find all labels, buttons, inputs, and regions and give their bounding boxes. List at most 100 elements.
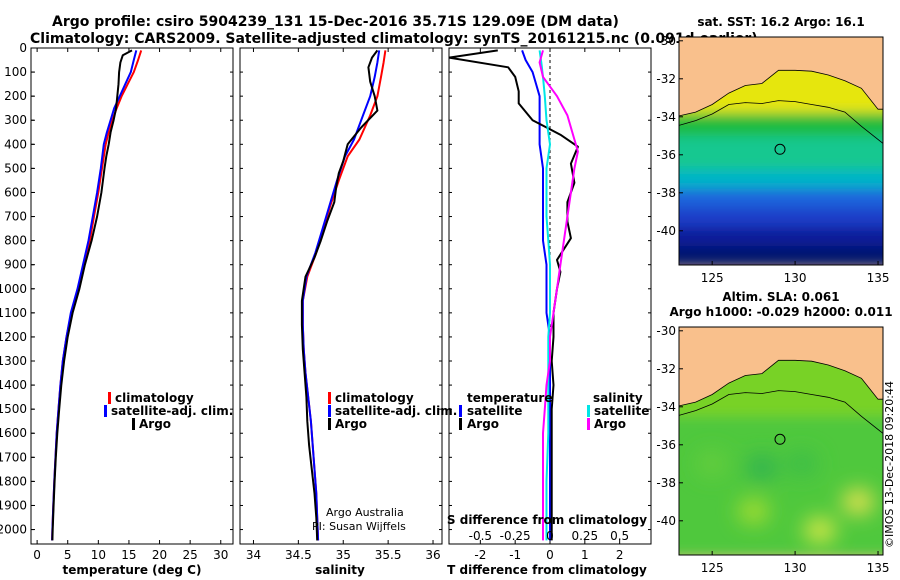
map-y-tick-label: -40 [656, 224, 676, 238]
figure-subtitle: Climatology: CARS2009. Satellite-adjuste… [30, 31, 758, 47]
salinity-difference-ticks: -0.5 -0.25 0 0.25 0.5 [469, 529, 630, 543]
series-line-argo [300, 49, 379, 541]
sla-shelf-contour [679, 390, 883, 434]
x-tick-label: 35 [336, 548, 351, 562]
sst-shelf-contour [679, 100, 883, 144]
legend-argo: Argo [139, 417, 171, 431]
sst-map: sat. SST: 16.2 Argo: 16.1 125 130 135 -30 -3… [656, 15, 889, 285]
map-x-tick-label: 130 [784, 561, 807, 575]
legend-satellite-adj: satellite-adj. clim. [111, 404, 233, 418]
series-line-t-satellite [521, 50, 551, 541]
x-tick-label: 1 [581, 548, 589, 562]
map-y-tick-label: -34 [656, 400, 676, 414]
x2-tick-label: 0 [546, 529, 554, 543]
depth-tick-label: 100 [4, 65, 27, 79]
temperature-plot-frame [30, 47, 234, 545]
depth-tick-label: 1200 [0, 330, 27, 344]
legend-climatology: climatology [115, 391, 194, 405]
sla-map-ticks: 125 130 135 -30 -32 -34 -36 -38 -40 [656, 324, 889, 575]
field-band [679, 113, 883, 138]
sla-map-title: Altim. SLA: 0.061 [722, 290, 839, 304]
map-y-tick-label: -38 [656, 476, 676, 490]
map-y-tick-label: -40 [656, 514, 676, 528]
x-tick-label: 34.5 [285, 548, 312, 562]
sst-coastline [679, 37, 883, 117]
field-blob [785, 450, 818, 477]
figure-title: Argo profile: csiro 5904239_131 15-Dec-2… [52, 14, 619, 30]
legend-swatch-s-satellite [587, 405, 590, 417]
temperature-xlabel: temperature (deg C) [63, 563, 202, 577]
s-difference-label: S difference from climatology [447, 513, 647, 527]
map-x-tick-label: 125 [701, 271, 724, 285]
legend-temperature-title: temperature [467, 391, 552, 405]
series-line-satellite-adj-clim- [301, 50, 381, 541]
map-y-tick-label: -36 [656, 438, 676, 452]
legend-t-satellite: satellite [467, 404, 522, 418]
legend-climatology: climatology [335, 391, 414, 405]
x2-tick-label: 0.5 [610, 529, 629, 543]
x-tick-label: 5 [64, 548, 72, 562]
credit-argo-australia: Argo Australia [326, 506, 404, 519]
x2-tick-label: -0.5 [469, 529, 492, 543]
salinity-xlabel: salinity [315, 563, 365, 577]
salinity-lines [300, 49, 387, 541]
legend-swatch-t-argo [459, 418, 462, 430]
map-y-tick-label: -30 [656, 324, 676, 338]
x-tick-label: -1 [509, 548, 521, 562]
imos-credit: ©IMOS 13-Dec-2018 09:20:44 [883, 381, 896, 548]
legend-swatch-t-satellite [459, 405, 462, 417]
map-y-tick-label: -32 [656, 362, 676, 376]
map-y-tick-label: -38 [656, 186, 676, 200]
depth-tick-label: 1700 [0, 450, 27, 464]
depth-tick-label: 1300 [0, 354, 27, 368]
difference-legend: temperature satellite Argo salinity sate… [459, 391, 649, 431]
map-x-tick-label: 130 [784, 271, 807, 285]
x-tick-label: 15 [121, 548, 136, 562]
x-tick-label: 10 [91, 548, 106, 562]
depth-tick-label: 1100 [0, 306, 27, 320]
series-line-t-argo [449, 49, 579, 541]
depth-tick-label: 400 [4, 137, 27, 151]
depth-tick-label: 1500 [0, 402, 27, 416]
depth-tick-label: 1900 [0, 498, 27, 512]
legend-swatch-argo [328, 418, 331, 430]
map-y-tick-label: -36 [656, 148, 676, 162]
sla-anomaly-blobs [696, 450, 875, 544]
series-line-climatology [51, 50, 143, 541]
x-tick-label: 36 [425, 548, 440, 562]
x-tick-label: -2 [474, 548, 486, 562]
x-tick-label: 34 [246, 548, 261, 562]
field-band [679, 170, 883, 191]
temperature-lines [51, 49, 143, 541]
field-blob [842, 488, 875, 515]
field-blob [803, 517, 836, 544]
x-tick-label: 30 [213, 548, 228, 562]
depth-tick-label: 800 [4, 234, 27, 248]
sla-map: Altim. SLA: 0.061 Argo h1000: -0.029 h20… [656, 290, 892, 575]
field-band [679, 208, 883, 229]
legend-swatch-s-argo [587, 418, 590, 430]
salinity-panel: 34 34.5 35 35.5 36 climatology satellite-adj… [239, 47, 457, 577]
x-tick-label: 25 [183, 548, 198, 562]
legend-swatch-satellite [104, 405, 107, 417]
temperature-legend: climatology satellite-adj. clim. Argo [104, 391, 233, 431]
legend-salinity-title: salinity [593, 391, 643, 405]
legend-argo: Argo [335, 417, 367, 431]
sla-coastline [679, 327, 883, 407]
sla-map-frame [678, 326, 884, 556]
argo-location-marker [774, 433, 786, 445]
depth-tick-label: 600 [4, 185, 27, 199]
field-blob [745, 454, 778, 481]
depth-tick-label: 700 [4, 210, 27, 224]
depth-tick-label: 1000 [0, 282, 27, 296]
argo-location-marker [774, 143, 786, 155]
field-blob [696, 450, 729, 477]
difference-plot-frame [448, 47, 652, 545]
x-tick-label: 35.5 [375, 548, 402, 562]
x-tick-label: 20 [152, 548, 167, 562]
sst-map-ticks: 125 130 135 -30 -32 -34 -36 -38 -40 [656, 34, 889, 285]
map-x-tick-label: 135 [867, 271, 890, 285]
series-line-s-satellite [538, 50, 551, 541]
series-line-s-argo [538, 50, 579, 541]
